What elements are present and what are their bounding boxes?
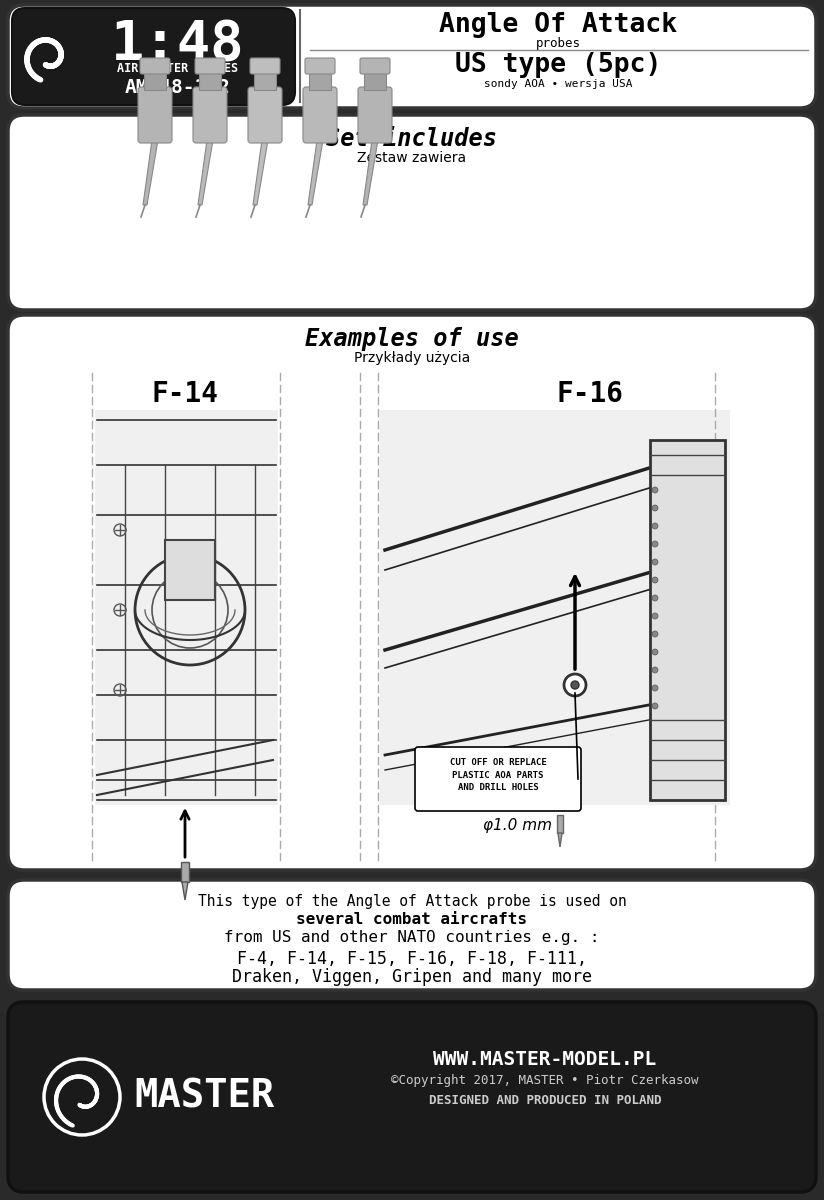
Polygon shape	[182, 882, 188, 900]
Circle shape	[652, 505, 658, 511]
FancyBboxPatch shape	[415, 746, 581, 811]
Bar	[380, 410, 730, 805]
Circle shape	[652, 559, 658, 565]
Text: φ1.0 mm: φ1.0 mm	[484, 818, 553, 833]
Circle shape	[652, 649, 658, 655]
Text: F-14: F-14	[152, 380, 218, 408]
Text: F-16: F-16	[556, 380, 624, 408]
FancyBboxPatch shape	[8, 115, 816, 310]
Text: from US and other NATO countries e.g. :: from US and other NATO countries e.g. :	[224, 930, 600, 946]
Bar	[165, 540, 215, 600]
Circle shape	[652, 667, 658, 673]
Text: 1:48: 1:48	[111, 18, 245, 71]
Text: WWW.MASTER-MODEL.PL: WWW.MASTER-MODEL.PL	[433, 1050, 657, 1069]
Text: This type of the Angle of Attack probe is used on: This type of the Angle of Attack probe i…	[198, 894, 626, 910]
Polygon shape	[558, 833, 562, 847]
FancyBboxPatch shape	[8, 880, 816, 990]
Polygon shape	[143, 140, 158, 205]
Text: ©Copyright 2017, MASTER • Piotr Czerkasow: ©Copyright 2017, MASTER • Piotr Czerkaso…	[391, 1074, 699, 1087]
Text: Examples of use: Examples of use	[305, 326, 519, 350]
Bar	[254, 72, 276, 90]
FancyBboxPatch shape	[358, 86, 392, 143]
FancyBboxPatch shape	[360, 58, 390, 74]
Circle shape	[652, 613, 658, 619]
Text: Przykłady użycia: Przykłady użycia	[353, 350, 471, 365]
Text: DESIGNED AND PRODUCED IN POLAND: DESIGNED AND PRODUCED IN POLAND	[428, 1094, 661, 1106]
Bar	[144, 72, 166, 90]
FancyBboxPatch shape	[8, 5, 816, 108]
FancyBboxPatch shape	[195, 58, 225, 74]
FancyBboxPatch shape	[305, 58, 335, 74]
Polygon shape	[198, 140, 213, 205]
Text: Set includes: Set includes	[326, 127, 498, 151]
FancyBboxPatch shape	[12, 8, 295, 104]
FancyBboxPatch shape	[140, 58, 170, 74]
FancyBboxPatch shape	[250, 58, 280, 74]
Bar	[650, 440, 725, 800]
Circle shape	[652, 523, 658, 529]
FancyBboxPatch shape	[8, 314, 816, 870]
Text: probes: probes	[536, 37, 580, 50]
Circle shape	[652, 577, 658, 583]
Text: AIR MASTER SERIES: AIR MASTER SERIES	[118, 62, 239, 74]
Bar	[199, 72, 221, 90]
FancyBboxPatch shape	[8, 1002, 816, 1192]
FancyBboxPatch shape	[138, 86, 172, 143]
Text: AM-48-142: AM-48-142	[125, 78, 231, 97]
Circle shape	[571, 680, 579, 689]
Text: Draken, Viggen, Gripen and many more: Draken, Viggen, Gripen and many more	[232, 968, 592, 986]
Polygon shape	[308, 140, 323, 205]
Text: sondy AOA • wersja USA: sondy AOA • wersja USA	[484, 79, 632, 89]
Bar	[557, 815, 563, 833]
Bar	[95, 410, 278, 805]
Text: US type (5pc): US type (5pc)	[455, 52, 661, 78]
FancyBboxPatch shape	[248, 86, 282, 143]
Circle shape	[652, 487, 658, 493]
FancyBboxPatch shape	[193, 86, 227, 143]
Text: MASTER: MASTER	[134, 1078, 274, 1116]
Circle shape	[652, 541, 658, 547]
Text: F-4, F-14, F-15, F-16, F-18, F-111,: F-4, F-14, F-15, F-16, F-18, F-111,	[237, 950, 587, 968]
Circle shape	[564, 674, 586, 696]
Circle shape	[652, 685, 658, 691]
Text: Angle Of Attack: Angle Of Attack	[439, 12, 677, 38]
Bar	[181, 862, 189, 882]
Circle shape	[652, 703, 658, 709]
Circle shape	[652, 631, 658, 637]
Circle shape	[652, 595, 658, 601]
Text: Zestaw zawiera: Zestaw zawiera	[358, 151, 466, 164]
Text: several combat aircrafts: several combat aircrafts	[297, 912, 527, 926]
Bar	[309, 72, 331, 90]
Text: CUT OFF OR REPLACE
PLASTIC AOA PARTS
AND DRILL HOLES: CUT OFF OR REPLACE PLASTIC AOA PARTS AND…	[450, 758, 546, 792]
FancyBboxPatch shape	[303, 86, 337, 143]
Bar	[364, 72, 386, 90]
Polygon shape	[363, 140, 378, 205]
Polygon shape	[253, 140, 268, 205]
